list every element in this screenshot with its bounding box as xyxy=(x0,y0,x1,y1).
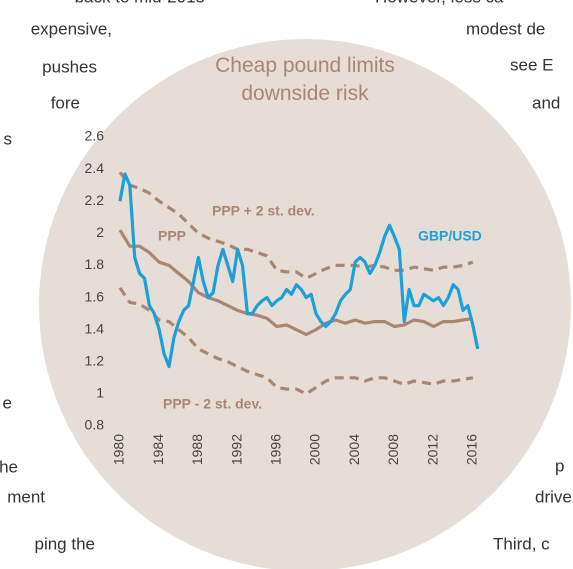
x-tick-label: 2004 xyxy=(346,434,362,465)
series-label: GBP/USD xyxy=(418,228,482,244)
series-line xyxy=(118,229,474,337)
body-text: However, less ca xyxy=(375,0,504,6)
background-text: back to mid-2015 expensive, pushes fore s e he… xyxy=(0,0,572,553)
body-text: p xyxy=(555,456,564,475)
y-tick-label: 2 xyxy=(96,224,104,240)
y-tick-label: 1.6 xyxy=(85,288,105,304)
body-text: s xyxy=(4,129,13,148)
chart-title: Cheap pound limits downside risk xyxy=(215,54,395,105)
y-tick-label: 2.6 xyxy=(85,128,105,144)
x-tick-label: 1996 xyxy=(268,434,284,465)
series-line xyxy=(118,171,474,280)
y-tick-label: 1.2 xyxy=(85,352,105,368)
series-label: PPP xyxy=(158,228,186,244)
body-text: back to mid-2015 xyxy=(75,0,205,6)
y-tick-label: 1 xyxy=(96,385,104,401)
body-text: drive xyxy=(535,487,572,506)
series-label: PPP + 2 st. dev. xyxy=(212,203,315,219)
body-text: modest de xyxy=(466,19,545,38)
x-tick-label: 2016 xyxy=(464,434,480,465)
x-tick-label: 1988 xyxy=(189,434,205,465)
x-tick-label: 2000 xyxy=(307,434,323,465)
x-tick-label: 1992 xyxy=(228,434,244,465)
plot: 2.6 2.4 2.2 2 1.8 1.6 1.4 1.2 1 0.8 1980 1984 1988 19… xyxy=(85,128,482,465)
y-tick-label: 1.4 xyxy=(85,320,105,336)
y-tick-label: 1.8 xyxy=(85,256,105,272)
x-tick-label: 2008 xyxy=(385,434,401,465)
series-label: PPP - 2 st. dev. xyxy=(163,396,262,412)
series-line xyxy=(118,172,480,369)
title-box: Cheap pound limits downside risk xyxy=(215,54,395,105)
x-tick-label: 1980 xyxy=(111,434,127,465)
circle-panel xyxy=(39,39,571,569)
body-text: ping the xyxy=(35,534,96,553)
x-tick-label: 2012 xyxy=(424,434,440,465)
body-text: see E xyxy=(510,55,553,74)
body-text: ment xyxy=(7,487,45,506)
body-text: Third, c xyxy=(493,534,550,553)
y-tick-label: 2.4 xyxy=(85,160,105,176)
body-text: fore xyxy=(51,93,80,112)
body-text: he xyxy=(0,457,18,476)
body-text: and xyxy=(532,93,560,112)
body-text: pushes xyxy=(42,57,97,76)
y-tick-label: 0.8 xyxy=(85,417,105,433)
x-tick-label: 1984 xyxy=(150,434,166,465)
y-tick-label: 2.2 xyxy=(85,192,105,208)
body-text: expensive, xyxy=(31,19,112,38)
series-line xyxy=(118,287,474,396)
body-text: e xyxy=(3,393,12,412)
